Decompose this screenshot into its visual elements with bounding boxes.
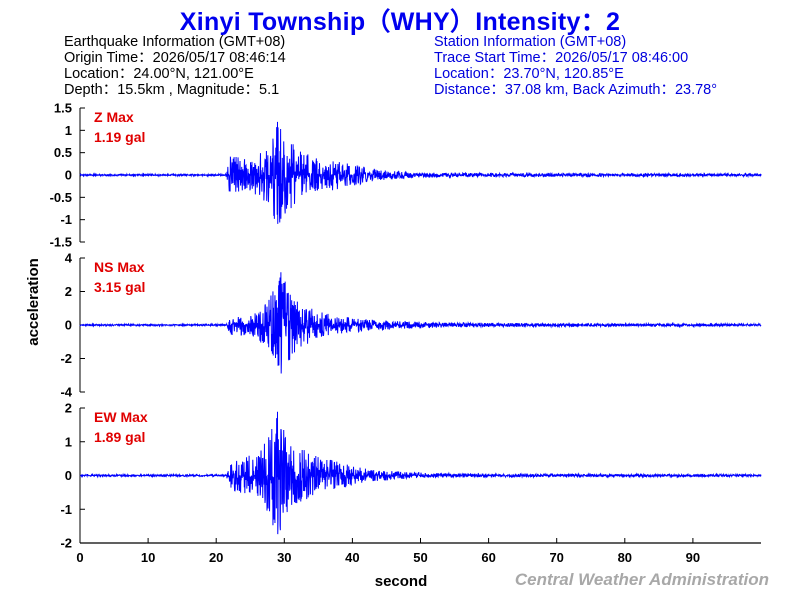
y-tick-label: 4 (65, 251, 73, 266)
earthquake-info: Earthquake Information (GMT+08) Origin T… (64, 34, 286, 98)
max-value: 3.15 gal (94, 279, 145, 295)
y-tick-label: 1 (65, 434, 72, 449)
y-tick-label: 1.5 (54, 101, 72, 116)
trace-start-time: Trace Start Time：2026/05/17 08:46:00 (434, 50, 689, 66)
y-tick-label: 1 (65, 123, 72, 138)
max-label: Z Max (94, 109, 134, 125)
x-tick-label: 60 (481, 550, 495, 565)
y-axis-label: acceleration (25, 258, 42, 346)
x-tick-label: 0 (76, 550, 83, 565)
x-tick-label: 20 (209, 550, 223, 565)
epicenter-location: Location：24.00°N, 121.00°E (64, 66, 254, 82)
y-tick-label: 0 (65, 318, 72, 333)
station-location: Location：23.70°N, 120.85°E (434, 66, 624, 82)
waveform-z (79, 121, 762, 224)
y-tick-label: -4 (60, 385, 72, 400)
max-label: NS Max (94, 259, 145, 275)
y-tick-label: -0.5 (50, 190, 72, 205)
x-tick-label: 10 (141, 550, 155, 565)
x-tick-label: 30 (277, 550, 291, 565)
x-tick-label: 80 (618, 550, 632, 565)
x-tick-label: 50 (413, 550, 427, 565)
y-tick-label: 2 (65, 284, 72, 299)
distance-azimuth: Distance：37.08 km, Back Azimuth：23.78° (434, 82, 718, 98)
x-tick-label: 90 (686, 550, 700, 565)
credit-text: Central Weather Administration (514, 570, 769, 589)
y-tick-label: 2 (65, 401, 72, 416)
waveform-ns (79, 272, 762, 374)
max-value: 1.19 gal (94, 129, 145, 145)
panel-ns: -4 -2 0 2 4 NS Max 3.15 gal (60, 251, 762, 400)
station-info-header: Station Information (GMT+08) (434, 34, 627, 50)
y-tick-label: 0.5 (54, 145, 72, 160)
origin-time: Origin Time：2026/05/17 08:46:14 (64, 50, 286, 66)
x-axis-label: second (375, 573, 428, 590)
max-label: EW Max (94, 409, 148, 425)
panel-z: -1.5 -1 -0.5 0 0.5 1 1.5 Z Max 1.19 gal (50, 101, 762, 250)
y-tick-label: 0 (65, 468, 72, 483)
x-tick-label: 70 (549, 550, 563, 565)
earthquake-info-header: Earthquake Information (GMT+08) (64, 34, 286, 50)
y-tick-label: -2 (60, 351, 72, 366)
y-tick-label: -2 (60, 536, 72, 551)
y-tick-label: -1.5 (50, 235, 72, 250)
x-tick-label: 40 (345, 550, 359, 565)
station-info: Station Information (GMT+08) Trace Start… (434, 34, 717, 98)
waveform-ew (79, 411, 762, 535)
panel-ew: -2 -1 0 1 2 EW Max 1.89 gal (60, 401, 762, 551)
max-value: 1.89 gal (94, 429, 145, 445)
chart-title: Xinyi Township（WHY）Intensity：2 (179, 8, 621, 36)
y-tick-label: 0 (65, 168, 72, 183)
depth-magnitude: Depth：15.5km , Magnitude：5.1 (64, 82, 280, 98)
y-tick-label: -1 (60, 502, 72, 517)
y-tick-label: -1 (60, 212, 72, 227)
